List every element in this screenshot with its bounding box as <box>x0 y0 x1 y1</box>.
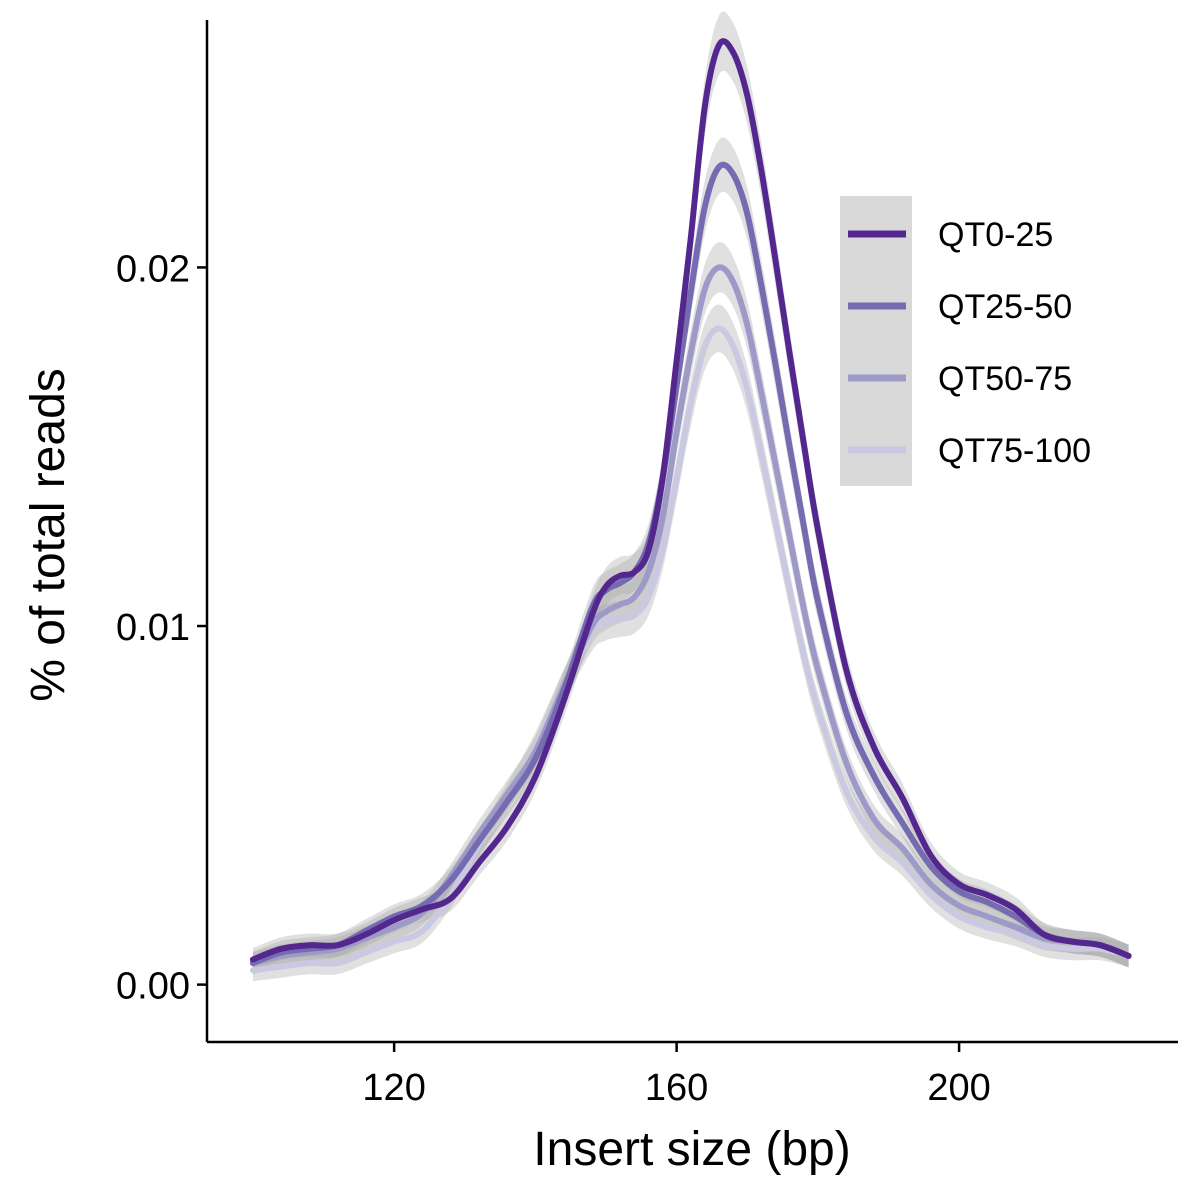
x-axis-title: Insert size (bp) <box>533 1123 850 1176</box>
confidence-band-qt0-25 <box>252 11 1129 971</box>
y-tick-label: 0.01 <box>116 607 190 649</box>
legend: QT0-25 QT25-50 QT50-75 QT75-100 <box>840 196 1091 486</box>
x-tick-label: 200 <box>927 1067 990 1109</box>
confidence-bands <box>252 11 1129 982</box>
x-tick-label: 120 <box>362 1067 425 1109</box>
x-tick-label: 160 <box>645 1067 708 1109</box>
x-axis-ticks: 120 160 200 <box>362 1042 991 1109</box>
y-axis-ticks: 0.00 0.01 0.02 <box>116 248 207 1008</box>
legend-label: QT50-75 <box>938 360 1072 398</box>
y-axis-title: % of total reads <box>22 368 75 702</box>
legend-label: QT75-100 <box>938 432 1091 470</box>
legend-key-background <box>840 196 912 486</box>
legend-label: QT0-25 <box>938 216 1053 254</box>
series-lines <box>249 38 1132 974</box>
series-line-qt0-25 <box>249 38 1132 963</box>
legend-label: QT25-50 <box>938 288 1072 326</box>
series-line-qt25-50 <box>249 161 1132 967</box>
y-tick-label: 0.02 <box>116 248 190 290</box>
series-line-qt75-100 <box>249 325 1132 974</box>
legend-items: QT0-25 QT25-50 QT50-75 QT75-100 <box>848 216 1091 470</box>
y-tick-label: 0.00 <box>116 966 190 1008</box>
